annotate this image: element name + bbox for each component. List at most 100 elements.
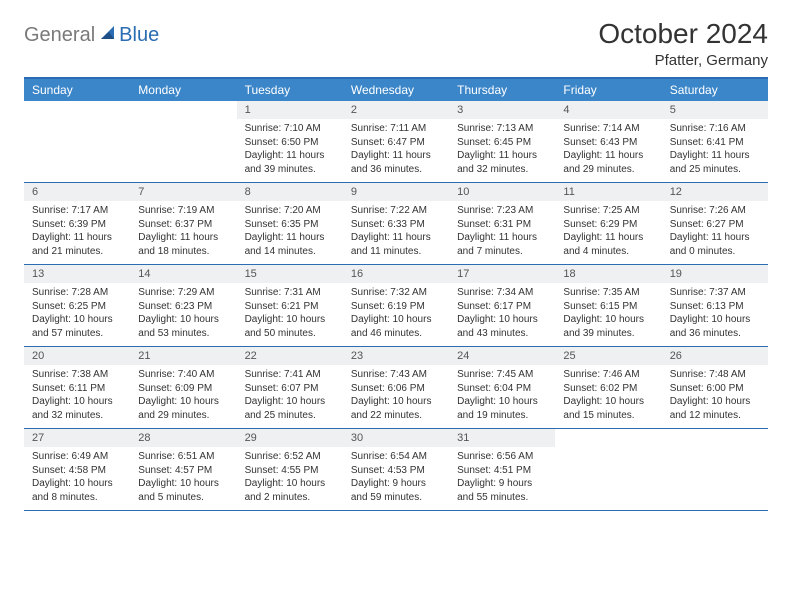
sunset-line: Sunset: 6:21 PM [245,300,335,314]
day-info: Sunrise: 7:14 AMSunset: 6:43 PMDaylight:… [555,119,661,182]
daylight-line: Daylight: 11 hours and 25 minutes. [670,149,760,176]
day-cell: 16Sunrise: 7:32 AMSunset: 6:19 PMDayligh… [343,265,449,346]
day-number: 21 [130,347,236,365]
sunset-line: Sunset: 6:33 PM [351,218,441,232]
sunrise-line: Sunrise: 7:29 AM [138,286,228,300]
day-info: Sunrise: 7:38 AMSunset: 6:11 PMDaylight:… [24,365,130,428]
day-cell: 20Sunrise: 7:38 AMSunset: 6:11 PMDayligh… [24,347,130,428]
sunset-line: Sunset: 6:47 PM [351,136,441,150]
sunset-line: Sunset: 6:09 PM [138,382,228,396]
daylight-line: Daylight: 10 hours and 29 minutes. [138,395,228,422]
day-cell: 26Sunrise: 7:48 AMSunset: 6:00 PMDayligh… [662,347,768,428]
daylight-line: Daylight: 11 hours and 21 minutes. [32,231,122,258]
weekday-header: Tuesday [237,79,343,101]
day-info: Sunrise: 7:20 AMSunset: 6:35 PMDaylight:… [237,201,343,264]
sunrise-line: Sunrise: 7:37 AM [670,286,760,300]
day-number: 27 [24,429,130,447]
day-info: Sunrise: 7:43 AMSunset: 6:06 PMDaylight:… [343,365,449,428]
sunrise-line: Sunrise: 7:16 AM [670,122,760,136]
day-number: 30 [343,429,449,447]
day-info: Sunrise: 7:11 AMSunset: 6:47 PMDaylight:… [343,119,449,182]
week-row: 13Sunrise: 7:28 AMSunset: 6:25 PMDayligh… [24,265,768,347]
day-cell: 14Sunrise: 7:29 AMSunset: 6:23 PMDayligh… [130,265,236,346]
daylight-line: Daylight: 9 hours and 55 minutes. [457,477,547,504]
sunrise-line: Sunrise: 7:26 AM [670,204,760,218]
daylight-line: Daylight: 10 hours and 12 minutes. [670,395,760,422]
day-cell [130,101,236,182]
day-info: Sunrise: 6:54 AMSunset: 4:53 PMDaylight:… [343,447,449,510]
sunrise-line: Sunrise: 7:19 AM [138,204,228,218]
day-number: 31 [449,429,555,447]
week-row: 6Sunrise: 7:17 AMSunset: 6:39 PMDaylight… [24,183,768,265]
weekday-header: Sunday [24,79,130,101]
day-cell: 6Sunrise: 7:17 AMSunset: 6:39 PMDaylight… [24,183,130,264]
day-number: 8 [237,183,343,201]
day-cell: 19Sunrise: 7:37 AMSunset: 6:13 PMDayligh… [662,265,768,346]
sunset-line: Sunset: 6:25 PM [32,300,122,314]
day-info: Sunrise: 7:10 AMSunset: 6:50 PMDaylight:… [237,119,343,182]
day-info: Sunrise: 7:26 AMSunset: 6:27 PMDaylight:… [662,201,768,264]
week-row: 20Sunrise: 7:38 AMSunset: 6:11 PMDayligh… [24,347,768,429]
week-row: 1Sunrise: 7:10 AMSunset: 6:50 PMDaylight… [24,101,768,183]
location-label: Pfatter, Germany [598,52,768,69]
sunset-line: Sunset: 6:11 PM [32,382,122,396]
sunrise-line: Sunrise: 7:14 AM [563,122,653,136]
sunset-line: Sunset: 4:58 PM [32,464,122,478]
day-number: 17 [449,265,555,283]
day-info: Sunrise: 7:35 AMSunset: 6:15 PMDaylight:… [555,283,661,346]
day-info: Sunrise: 7:40 AMSunset: 6:09 PMDaylight:… [130,365,236,428]
weekday-header: Saturday [662,79,768,101]
sunset-line: Sunset: 6:35 PM [245,218,335,232]
sunrise-line: Sunrise: 7:40 AM [138,368,228,382]
day-info: Sunrise: 7:41 AMSunset: 6:07 PMDaylight:… [237,365,343,428]
sunset-line: Sunset: 6:29 PM [563,218,653,232]
sunrise-line: Sunrise: 6:51 AM [138,450,228,464]
day-info: Sunrise: 6:51 AMSunset: 4:57 PMDaylight:… [130,447,236,510]
sunset-line: Sunset: 6:19 PM [351,300,441,314]
day-number: 24 [449,347,555,365]
day-number: 7 [130,183,236,201]
day-number: 2 [343,101,449,119]
sunset-line: Sunset: 6:06 PM [351,382,441,396]
sunrise-line: Sunrise: 7:43 AM [351,368,441,382]
day-number: 25 [555,347,661,365]
calendar-grid: Sunday Monday Tuesday Wednesday Thursday… [24,77,768,511]
daylight-line: Daylight: 10 hours and 43 minutes. [457,313,547,340]
day-cell: 30Sunrise: 6:54 AMSunset: 4:53 PMDayligh… [343,429,449,510]
sunset-line: Sunset: 6:37 PM [138,218,228,232]
daylight-line: Daylight: 11 hours and 7 minutes. [457,231,547,258]
day-number: 11 [555,183,661,201]
sunrise-line: Sunrise: 7:28 AM [32,286,122,300]
sunset-line: Sunset: 4:55 PM [245,464,335,478]
sunrise-line: Sunrise: 7:45 AM [457,368,547,382]
sunrise-line: Sunrise: 7:25 AM [563,204,653,218]
weekday-header: Thursday [449,79,555,101]
day-cell: 17Sunrise: 7:34 AMSunset: 6:17 PMDayligh… [449,265,555,346]
daylight-line: Daylight: 11 hours and 32 minutes. [457,149,547,176]
sunrise-line: Sunrise: 7:17 AM [32,204,122,218]
header: General Blue October 2024 Pfatter, Germa… [24,18,768,69]
daylight-line: Daylight: 10 hours and 39 minutes. [563,313,653,340]
daylight-line: Daylight: 10 hours and 2 minutes. [245,477,335,504]
day-cell: 23Sunrise: 7:43 AMSunset: 6:06 PMDayligh… [343,347,449,428]
day-number: 6 [24,183,130,201]
day-info: Sunrise: 7:31 AMSunset: 6:21 PMDaylight:… [237,283,343,346]
sunrise-line: Sunrise: 7:10 AM [245,122,335,136]
daylight-line: Daylight: 10 hours and 50 minutes. [245,313,335,340]
day-info: Sunrise: 7:25 AMSunset: 6:29 PMDaylight:… [555,201,661,264]
daylight-line: Daylight: 10 hours and 36 minutes. [670,313,760,340]
day-cell: 1Sunrise: 7:10 AMSunset: 6:50 PMDaylight… [237,101,343,182]
day-cell: 4Sunrise: 7:14 AMSunset: 6:43 PMDaylight… [555,101,661,182]
sunrise-line: Sunrise: 7:48 AM [670,368,760,382]
day-cell: 2Sunrise: 7:11 AMSunset: 6:47 PMDaylight… [343,101,449,182]
sunrise-line: Sunrise: 7:13 AM [457,122,547,136]
day-cell: 13Sunrise: 7:28 AMSunset: 6:25 PMDayligh… [24,265,130,346]
day-number: 26 [662,347,768,365]
day-number: 10 [449,183,555,201]
sunrise-line: Sunrise: 7:34 AM [457,286,547,300]
day-cell: 25Sunrise: 7:46 AMSunset: 6:02 PMDayligh… [555,347,661,428]
day-number: 22 [237,347,343,365]
day-info: Sunrise: 6:49 AMSunset: 4:58 PMDaylight:… [24,447,130,510]
day-info: Sunrise: 7:28 AMSunset: 6:25 PMDaylight:… [24,283,130,346]
day-cell: 31Sunrise: 6:56 AMSunset: 4:51 PMDayligh… [449,429,555,510]
